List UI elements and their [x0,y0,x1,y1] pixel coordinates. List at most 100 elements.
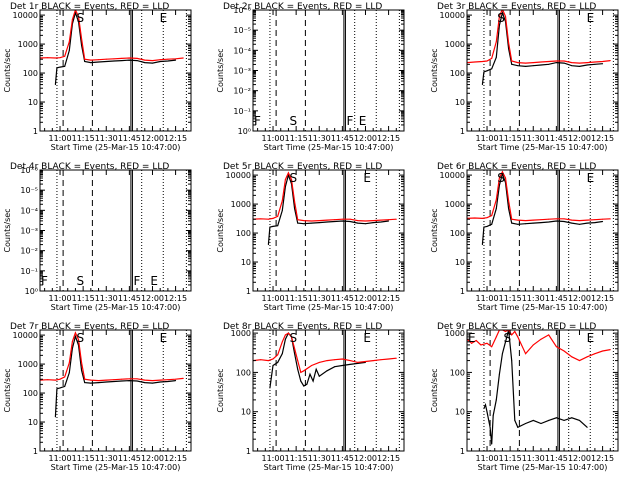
data-point-lld [113,379,115,381]
data-point-events [312,380,314,382]
data-point-lld [98,59,100,61]
data-point-lld [121,378,123,380]
flare-marker-s: S [76,11,84,25]
y-tick-label: 10⁰ [238,127,251,136]
data-point-lld [272,217,274,219]
x-tick-label: 12:15 [591,454,614,463]
data-point-events [571,417,573,419]
y-tick-label: 10000 [440,11,465,20]
data-point-lld [357,220,359,222]
data-point-events [272,364,274,366]
y-tick-label: 10⁻⁵ [233,26,251,35]
y-tick-label: 10⁻⁴ [233,46,251,55]
data-point-events [281,353,283,355]
data-point-events [511,63,513,65]
flare-marker-s: S [497,11,505,25]
x-tick-label: 11:00 [261,294,284,303]
data-point-events [294,208,296,210]
data-point-lld [136,378,138,380]
data-point-lld [380,359,382,361]
data-point-lld [474,61,476,63]
data-point-events [357,362,359,364]
data-point-lld [182,377,184,379]
x-tick-label: 12:15 [377,454,400,463]
data-point-lld [491,57,493,59]
data-point-events [294,353,296,355]
data-point-lld [511,334,513,336]
data-point-events [113,381,115,383]
x-tick-label: 11:45 [331,134,354,143]
data-point-lld [505,177,507,179]
x-tick-label: 11:00 [261,134,284,143]
data-point-lld [357,361,359,363]
data-point-events [483,226,485,228]
series-events [483,330,588,445]
data-point-events [540,64,542,66]
data-point-events [59,387,61,389]
data-point-events [555,417,557,419]
y-axis-label: Counts/sec [430,208,439,252]
data-point-events [113,60,115,62]
data-point-lld [486,342,488,344]
y-axis-label: Counts/sec [430,368,439,412]
data-point-lld [260,359,262,361]
data-point-lld [284,179,286,181]
data-point-lld [297,219,299,221]
y-tick-label: 10 [28,418,38,427]
data-point-lld [498,177,500,179]
data-point-lld [334,219,336,221]
y-tick-label: 10⁻¹ [20,267,38,276]
data-point-events [594,222,596,224]
x-tick-label: 11:45 [118,294,141,303]
data-point-events [315,368,317,370]
data-point-events [548,221,550,223]
data-point-lld [548,334,550,336]
data-point-events [501,12,503,14]
data-point-lld [555,60,557,62]
x-tick-label: 12:00 [568,294,591,303]
flare-marker-s: S [76,331,84,345]
data-point-lld [505,15,507,17]
panel-title: Det 5r BLACK = Events, RED = LLD [223,162,382,172]
data-point-events [586,64,588,66]
x-tick-label: 11:00 [475,454,498,463]
flare-marker-e: E [468,331,476,345]
x-tick-label: 12:15 [164,454,187,463]
series-lld [40,10,184,62]
y-tick-label: 100 [450,229,465,238]
data-point-lld [128,57,130,59]
x-tick-label: 11:15 [72,134,95,143]
data-point-events [281,210,283,212]
data-point-lld [501,171,503,173]
data-point-lld [47,379,49,381]
data-point-lld [151,60,153,62]
data-point-lld [540,338,542,340]
data-point-events [540,423,542,425]
y-tick-label: 10⁻¹ [233,107,251,116]
data-point-lld [602,350,604,352]
data-point-lld [68,362,70,364]
data-point-events [495,56,497,58]
data-point-events [300,380,302,382]
data-point-events [489,426,491,428]
x-tick-label: 11:45 [331,454,354,463]
data-point-lld [571,219,573,221]
y-tick-label: 1 [33,127,38,136]
data-point-lld [395,357,397,359]
y-tick-label: 100 [23,69,38,78]
data-point-lld [159,379,161,381]
data-point-lld [84,58,86,60]
data-point-lld [281,200,283,202]
data-point-lld [326,360,328,362]
data-point-events [303,385,305,387]
data-point-events [486,70,488,72]
flare-marker-s: S [497,171,505,185]
data-point-lld [318,220,320,222]
data-point-lld [471,342,473,344]
y-tick-label: 10000 [13,331,38,340]
data-point-events [483,408,485,410]
y-axis-label: Counts/sec [3,48,12,92]
data-point-events [334,221,336,223]
flare-marker-s: S [289,171,297,185]
